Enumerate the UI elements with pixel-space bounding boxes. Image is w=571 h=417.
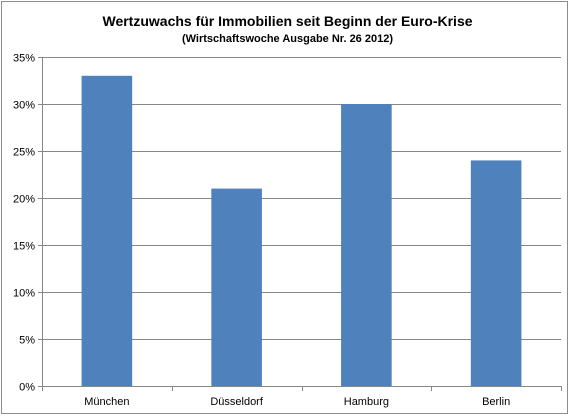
x-tick-label: München [84, 396, 129, 408]
y-tick-label: 5% [19, 335, 35, 347]
chart-subtitle: (Wirtschaftswoche Ausgabe Nr. 26 2012) [181, 33, 393, 45]
chart-title: Wertzuwachs für Immobilien seit Beginn d… [102, 13, 473, 29]
y-tick-label: 35% [13, 53, 35, 65]
y-tick-label: 25% [13, 147, 35, 159]
x-tick-label: Hamburg [344, 396, 389, 408]
y-tick-label: 10% [13, 288, 35, 300]
bar [341, 104, 392, 386]
bar [211, 188, 262, 386]
x-tick-label: Düsseldorf [210, 396, 264, 408]
y-tick-label: 20% [13, 194, 35, 206]
y-tick-label: 15% [13, 241, 35, 253]
bar [81, 75, 133, 387]
bar [470, 160, 522, 386]
y-tick-label: 30% [13, 100, 35, 112]
x-tick-label: Berlin [482, 396, 510, 408]
y-tick-label: 0% [19, 382, 35, 394]
